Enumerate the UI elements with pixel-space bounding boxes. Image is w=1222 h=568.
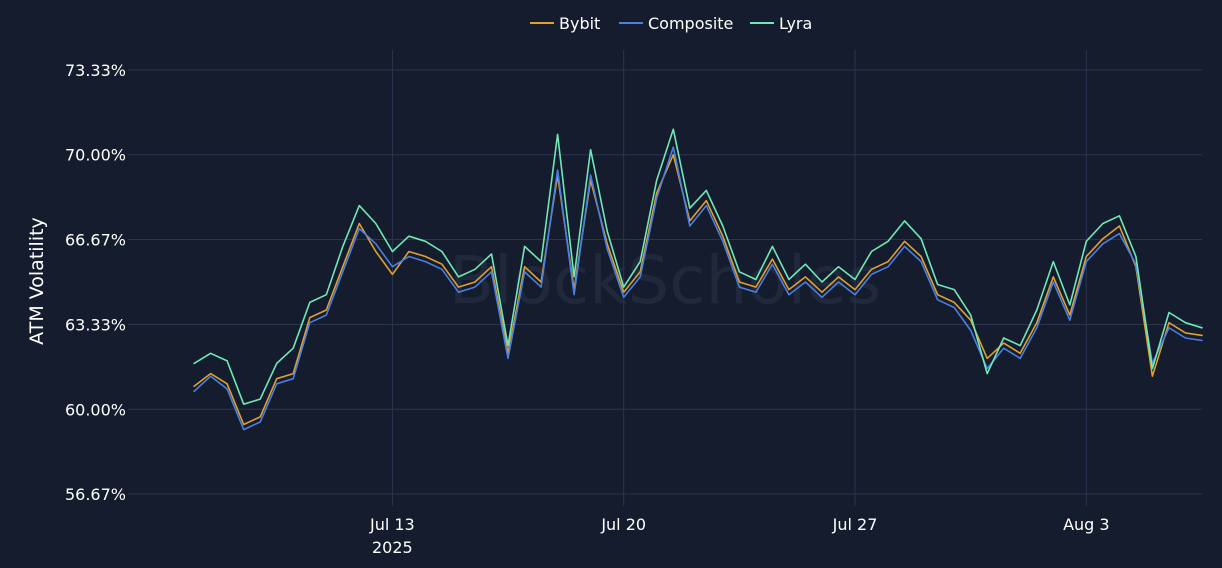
y-tick-label: 60.00%: [65, 400, 126, 419]
series-line-composite: [193, 146, 1203, 431]
x-tick-label: Jul 27: [832, 515, 878, 534]
y-axis-label: ATM Volatility: [26, 217, 48, 345]
legend-label-bybit: Bybit: [559, 14, 600, 33]
legend: Bybit Composite Lyra: [530, 14, 812, 33]
legend-label-lyra: Lyra: [779, 14, 812, 33]
x-tick-label: Aug 3: [1063, 515, 1110, 534]
x-axis-ticks: Jul 13 2025 Jul 20 Jul 27 Aug 3: [369, 515, 1110, 557]
series-line-lyra: [193, 128, 1203, 406]
series-line-bybit: [193, 153, 1203, 426]
y-tick-label: 66.67%: [65, 230, 126, 249]
y-tick-label: 63.33%: [65, 316, 126, 335]
y-tick-label: 56.67%: [65, 485, 126, 504]
series-lines: [193, 128, 1203, 431]
y-tick-label: 70.00%: [65, 146, 126, 165]
x-tick-label: Jul 13: [369, 515, 415, 534]
y-tick-label: 73.33%: [65, 61, 126, 80]
x-tick-sublabel: 2025: [372, 538, 413, 557]
legend-label-composite: Composite: [648, 14, 733, 33]
x-tick-label: Jul 20: [600, 515, 646, 534]
y-axis-ticks: 56.67% 60.00% 63.33% 66.67% 70.00% 73.33%: [65, 61, 126, 504]
